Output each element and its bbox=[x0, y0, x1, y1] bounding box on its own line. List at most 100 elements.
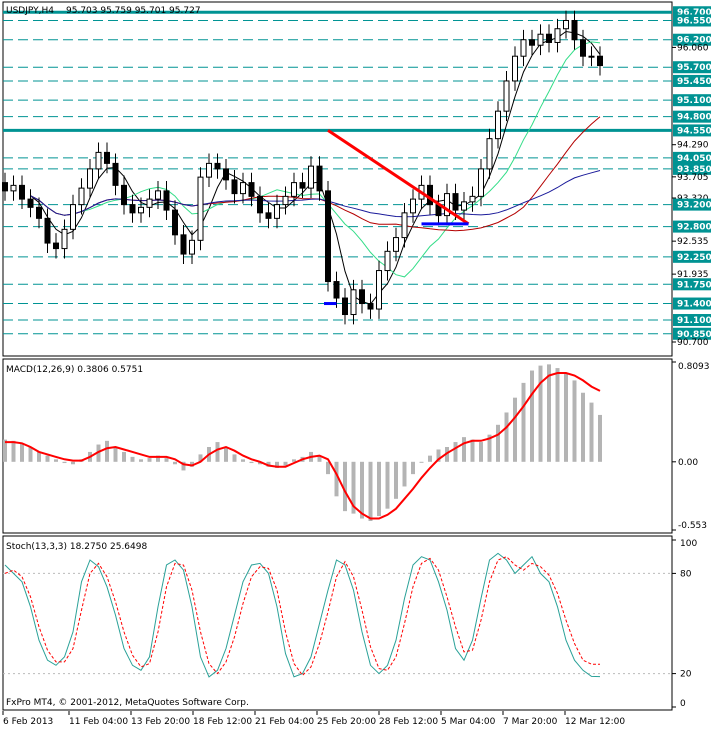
macd-bar bbox=[96, 444, 101, 462]
price-tick-label: 93.705 bbox=[677, 173, 709, 183]
macd-bar bbox=[513, 397, 517, 462]
candle-body bbox=[367, 303, 374, 310]
macd-bar bbox=[173, 461, 177, 465]
time-tick-label: 12 Mar 12:00 bbox=[565, 717, 625, 727]
candle-body bbox=[325, 190, 331, 283]
macd-bar bbox=[20, 443, 24, 462]
candle-body bbox=[146, 198, 153, 208]
candle-body bbox=[469, 195, 476, 203]
price-badge bbox=[673, 74, 711, 87]
trend-lines[interactable] bbox=[324, 129, 470, 306]
candle-body bbox=[104, 151, 110, 164]
stoch-tick-label: 80 bbox=[680, 569, 692, 579]
price-badge bbox=[673, 33, 711, 46]
price-badge-label: 95.100 bbox=[677, 96, 712, 106]
price-badge bbox=[673, 250, 711, 263]
candle-body bbox=[112, 162, 119, 186]
macd-bar bbox=[11, 440, 16, 462]
price-badge bbox=[673, 220, 711, 233]
candle-body bbox=[588, 55, 595, 58]
price-badge bbox=[673, 162, 711, 175]
macd-bar bbox=[198, 454, 203, 462]
price-badge-label: 92.250 bbox=[677, 253, 712, 263]
macd-bar bbox=[436, 449, 441, 462]
candle-body bbox=[376, 270, 382, 310]
price-tick-label: 90.700 bbox=[677, 338, 709, 348]
candle-body bbox=[384, 250, 391, 272]
time-tick-label: 11 Feb 04:00 bbox=[69, 717, 128, 727]
candle-body bbox=[444, 193, 450, 217]
macd-bar bbox=[428, 455, 432, 462]
macd-bar bbox=[249, 461, 254, 464]
price-badge bbox=[673, 314, 711, 327]
candle-body bbox=[240, 182, 246, 195]
price-badge-label: 94.550 bbox=[677, 126, 712, 136]
macd-tick-label: 0.00 bbox=[678, 458, 698, 468]
macd-bar bbox=[326, 461, 330, 475]
price-badge-label: 95.450 bbox=[677, 77, 712, 87]
macd-bar bbox=[139, 459, 143, 462]
price-tick-label: 91.935 bbox=[677, 270, 709, 280]
price-badge bbox=[673, 110, 711, 123]
candle-body bbox=[342, 297, 348, 316]
macd-bar bbox=[394, 461, 398, 499]
candle-body bbox=[520, 39, 527, 57]
price-badge-label: 94.050 bbox=[677, 154, 712, 164]
macd-signal-line bbox=[5, 372, 601, 520]
price-tick-label: 94.290 bbox=[677, 141, 709, 151]
candle-body bbox=[410, 198, 416, 214]
time-tick-label: 13 Feb 20:00 bbox=[131, 717, 190, 727]
candle-body bbox=[563, 19, 569, 30]
macd-bar bbox=[232, 454, 237, 462]
candle-body bbox=[316, 165, 323, 192]
price-badge-label: 96.200 bbox=[677, 36, 712, 46]
candle-body bbox=[163, 190, 170, 211]
price-badge-label: 96.550 bbox=[677, 16, 712, 26]
macd-bar bbox=[37, 451, 41, 462]
candle-body bbox=[478, 168, 484, 197]
candle-body bbox=[53, 242, 59, 250]
stoch-tick-label: 20 bbox=[680, 670, 692, 680]
macd-bar bbox=[283, 461, 288, 466]
macd-bar bbox=[71, 461, 75, 465]
macd-bar bbox=[241, 459, 245, 462]
candle-body bbox=[580, 39, 586, 57]
candle-body bbox=[350, 289, 357, 316]
macd-bar bbox=[62, 461, 67, 464]
candle-body bbox=[197, 176, 204, 241]
candle-body bbox=[495, 110, 501, 140]
candle-body bbox=[129, 204, 136, 214]
macd-tick-label: 0.8093 bbox=[678, 362, 710, 372]
candle-body bbox=[44, 217, 51, 244]
macd-bar bbox=[385, 461, 390, 509]
price-badge-label: 91.750 bbox=[677, 280, 712, 290]
time-tick-label: 6 Feb 2013 bbox=[3, 717, 53, 727]
candle-body bbox=[231, 179, 238, 195]
ohlc-label: 95.703 95.759 95.701 95.727 bbox=[66, 6, 201, 16]
macd-bar bbox=[164, 458, 169, 462]
price-badge bbox=[673, 14, 711, 27]
macd-bar bbox=[317, 455, 322, 462]
macd-bar bbox=[504, 412, 509, 462]
candle-body bbox=[333, 281, 340, 299]
macd-bar bbox=[402, 461, 407, 487]
macd-bar bbox=[122, 451, 126, 462]
time-axis: 6 Feb 2013 11 Feb 04:00 13 Feb 20:00 18 Feb… bbox=[2, 711, 625, 727]
candle-body bbox=[554, 28, 561, 43]
candle-body bbox=[427, 184, 433, 206]
candle-body bbox=[172, 209, 178, 236]
macd-bar bbox=[224, 447, 228, 462]
macd-bar bbox=[479, 442, 483, 462]
candles bbox=[2, 10, 603, 325]
macd-panel[interactable] bbox=[2, 358, 673, 534]
candle-body bbox=[206, 162, 212, 178]
candle-body bbox=[461, 201, 467, 211]
candle-body bbox=[486, 138, 493, 170]
candle-body bbox=[70, 204, 76, 230]
candle-body bbox=[546, 33, 552, 43]
stoch-panel[interactable] bbox=[2, 535, 673, 711]
macd-bar bbox=[113, 447, 118, 462]
candle-body bbox=[274, 204, 280, 219]
